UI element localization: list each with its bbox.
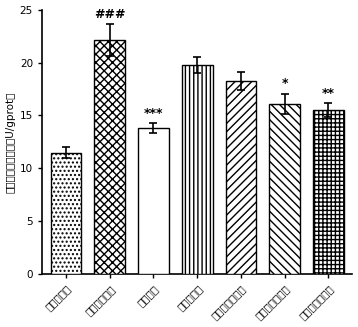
Text: ###: ### [94, 8, 126, 21]
Bar [313, 110, 344, 274]
Text: *: * [281, 77, 288, 90]
Text: ***: *** [144, 107, 163, 120]
Bar [226, 80, 256, 274]
Bar [51, 153, 81, 274]
Bar [95, 40, 125, 274]
Text: **: ** [322, 87, 335, 100]
Bar [182, 65, 213, 274]
Y-axis label: 黄嘴呐氧化酶活力（U/gprot）: 黄嘴呐氧化酶活力（U/gprot） [6, 91, 15, 193]
Bar [138, 128, 169, 274]
Bar [269, 104, 300, 274]
